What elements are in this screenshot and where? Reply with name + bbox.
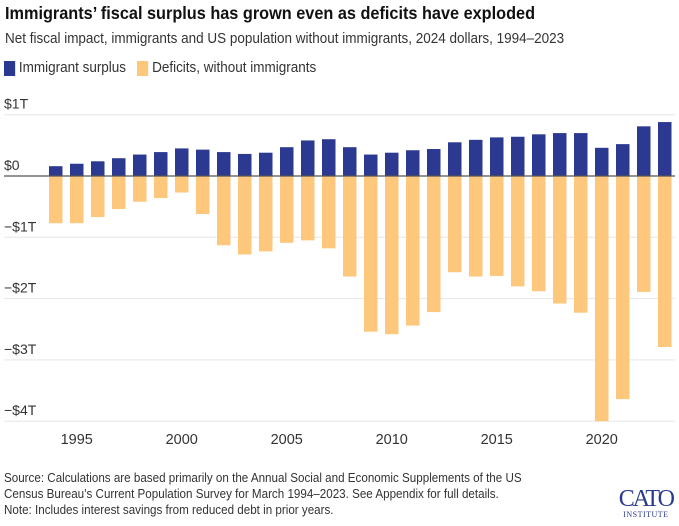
- legend-item-deficits: Deficits, without immigrants: [137, 60, 316, 76]
- deficit-bar: [406, 176, 420, 326]
- deficit-bar: [637, 176, 651, 292]
- deficit-bar: [196, 176, 210, 215]
- surplus-bar: [469, 139, 483, 176]
- surplus-bar: [154, 152, 168, 176]
- surplus-bar: [406, 150, 420, 176]
- source-line-2: Census Bureau’s Current Population Surve…: [4, 487, 499, 501]
- surplus-bar: [553, 133, 567, 176]
- deficit-bar: [427, 176, 441, 313]
- y-tick-label: −$4T: [4, 402, 37, 418]
- y-tick-label: $0: [4, 157, 20, 173]
- surplus-bar: [238, 153, 252, 176]
- deficit-bar: [301, 176, 315, 241]
- surplus-bar: [364, 154, 378, 176]
- x-tick-label: 2005: [271, 432, 303, 448]
- chart-title: Immigrants’ fiscal surplus has grown eve…: [5, 3, 536, 23]
- legend: Immigrant surplus Deficits, without immi…: [4, 60, 327, 76]
- deficit-bar: [154, 176, 168, 199]
- bar-chart: $1T $0 −$1T −$2T −$3T −$4T 1995 2000 2005 2010 201…: [4, 96, 675, 448]
- legend-swatch-deficits: [137, 60, 149, 76]
- surplus-bar: [91, 161, 105, 176]
- surplus-bar: [658, 122, 672, 176]
- deficit-bar: [574, 176, 588, 313]
- deficit-bar: [91, 176, 105, 218]
- deficit-bar: [616, 176, 630, 400]
- x-tick-label: 1995: [61, 432, 93, 448]
- deficit-bar: [112, 176, 126, 210]
- deficit-bar: [385, 176, 399, 335]
- deficit-bar: [364, 176, 378, 332]
- x-tick-label: 2015: [481, 432, 513, 448]
- deficit-bar: [217, 176, 231, 246]
- deficit-bar: [259, 176, 273, 252]
- surplus-bar: [574, 133, 588, 176]
- legend-label-surplus: Immigrant surplus: [18, 60, 127, 76]
- deficit-bar: [175, 176, 189, 193]
- surplus-bar: [196, 149, 210, 176]
- legend-item-surplus: Immigrant surplus: [4, 60, 126, 76]
- surplus-bar: [595, 147, 609, 176]
- x-tick-label: 2020: [586, 432, 618, 448]
- chart-subtitle: Net fiscal impact, immigrants and US pop…: [5, 31, 565, 47]
- surplus-bar: [280, 147, 294, 176]
- deficit-bar: [490, 176, 504, 276]
- surplus-bar: [133, 154, 147, 176]
- deficit-bar: [322, 176, 336, 249]
- deficit-bar: [658, 176, 672, 348]
- deficit-bar: [532, 176, 546, 292]
- surplus-bar: [511, 136, 525, 176]
- deficit-bar: [448, 176, 462, 273]
- x-tick-label: 2000: [166, 432, 198, 448]
- y-tick-label: −$3T: [4, 341, 37, 357]
- surplus-bar: [175, 148, 189, 176]
- y-tick-label: −$1T: [4, 218, 37, 234]
- surplus-bar: [70, 163, 84, 176]
- surplus-bar: [49, 166, 63, 176]
- deficit-bar: [511, 176, 525, 287]
- surplus-bar: [259, 152, 273, 176]
- deficit-bar: [595, 176, 609, 422]
- deficit-bar: [469, 176, 483, 277]
- legend-label-deficits: Deficits, without immigrants: [152, 60, 317, 76]
- surplus-bar: [532, 134, 546, 176]
- deficit-bar: [70, 176, 84, 224]
- deficit-bar: [133, 176, 147, 202]
- surplus-bar: [448, 142, 462, 176]
- surplus-bar: [385, 152, 399, 176]
- y-tick-label: −$2T: [4, 280, 37, 296]
- surplus-bar: [217, 152, 231, 176]
- source-line-1: Source: Calculations are based primarily…: [4, 471, 522, 485]
- surplus-bar: [490, 137, 504, 176]
- deficit-bar: [238, 176, 252, 255]
- surplus-bar: [637, 126, 651, 176]
- surplus-bar: [343, 147, 357, 176]
- cato-logo: CATO INSTITUTE: [618, 486, 675, 519]
- deficit-bar: [343, 176, 357, 277]
- surplus-bar: [112, 158, 126, 176]
- y-tick-label: $1T: [4, 96, 29, 112]
- surplus-bar: [301, 140, 315, 176]
- footer: Source: Calculations are based primarily…: [4, 470, 522, 518]
- deficit-bar: [553, 176, 567, 304]
- x-tick-label: 2010: [376, 432, 408, 448]
- deficit-bar: [49, 176, 63, 224]
- surplus-bar: [322, 139, 336, 176]
- legend-swatch-surplus: [4, 60, 16, 76]
- surplus-bar: [616, 144, 630, 176]
- deficit-bar: [280, 176, 294, 243]
- surplus-bar: [427, 149, 441, 176]
- note: Note: Includes interest savings from red…: [4, 503, 334, 517]
